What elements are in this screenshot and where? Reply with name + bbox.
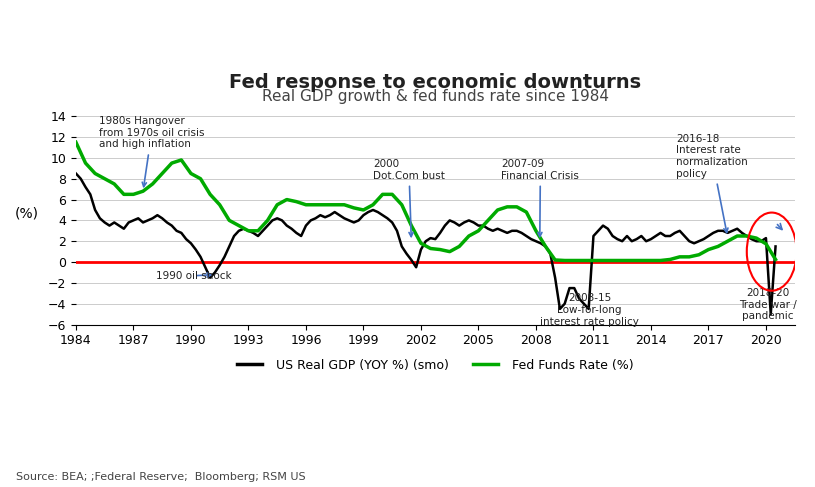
Text: 1980s Hangover
from 1970s oil crisis
and high inflation: 1980s Hangover from 1970s oil crisis and… [99, 116, 205, 187]
Text: 2018-20
Trade war /
pandemic: 2018-20 Trade war / pandemic [739, 288, 797, 321]
Text: 2008-15
Low-for-long
interest rate policy: 2008-15 Low-for-long interest rate polic… [540, 293, 639, 326]
Text: Source: BEA; ;Federal Reserve;  Bloomberg; RSM US: Source: BEA; ;Federal Reserve; Bloomberg… [16, 472, 306, 482]
Title: Fed response to economic downturns: Fed response to economic downturns [229, 74, 641, 93]
Text: Real GDP growth & fed funds rate since 1984: Real GDP growth & fed funds rate since 1… [262, 89, 609, 104]
Text: 1990 oil shock: 1990 oil shock [156, 271, 232, 281]
Text: 2000
Dot.Com bust: 2000 Dot.Com bust [373, 159, 445, 237]
Text: 2007-09
Financial Crisis: 2007-09 Financial Crisis [501, 159, 579, 237]
Legend:  US Real GDP (YOY %) (smo),  Fed Funds Rate (%): US Real GDP (YOY %) (smo), Fed Funds Rat… [231, 354, 639, 376]
Y-axis label: (%): (%) [15, 206, 39, 221]
Text: 2016-18
Interest rate
normalization
policy: 2016-18 Interest rate normalization poli… [676, 134, 747, 232]
